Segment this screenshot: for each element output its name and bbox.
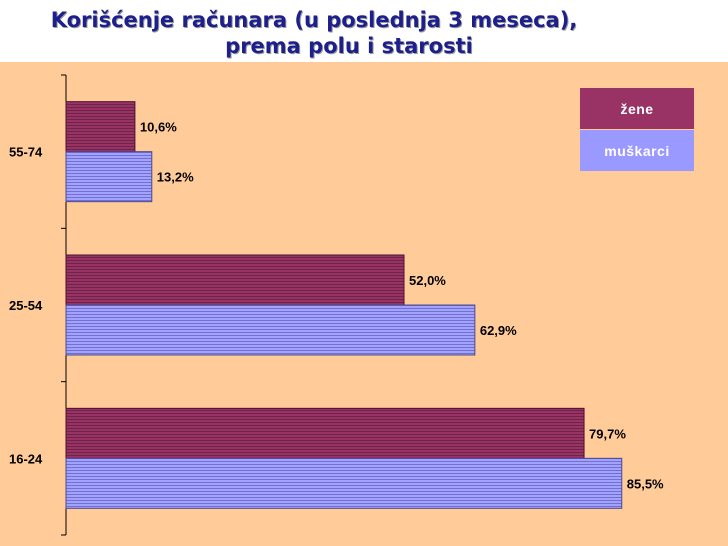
data-label: 52,0% <box>409 273 446 288</box>
legend-item-zene: žene <box>580 88 694 129</box>
legend: žene muškarci <box>580 88 694 171</box>
y-tick-label: 55-74 <box>9 145 43 160</box>
data-label: 13,2% <box>157 170 194 185</box>
bar-muskarci <box>65 304 476 356</box>
bar-zene <box>65 254 405 306</box>
data-label: 79,7% <box>589 426 626 441</box>
bar-zene <box>65 101 136 153</box>
chart-title-area: Korišćenje računara (u poslednja 3 mesec… <box>0 0 728 62</box>
y-tick-label: 25-54 <box>9 298 43 313</box>
data-label: 62,9% <box>480 323 517 338</box>
chart-title-line-1: Korišćenje računara (u poslednja 3 mesec… <box>50 8 578 32</box>
data-label: 10,6% <box>140 120 177 135</box>
chart-title-line-2: prema polu i starosti <box>225 34 473 58</box>
legend-item-muskarci: muškarci <box>580 130 694 171</box>
bar-muskarci <box>65 457 623 509</box>
y-tick-label: 16-24 <box>9 451 43 466</box>
legend-label-zene: žene <box>620 100 654 117</box>
bar-muskarci <box>65 151 153 203</box>
legend-label-muskarci: muškarci <box>604 142 670 159</box>
data-label: 85,5% <box>627 476 664 491</box>
bar-zene <box>65 407 585 459</box>
